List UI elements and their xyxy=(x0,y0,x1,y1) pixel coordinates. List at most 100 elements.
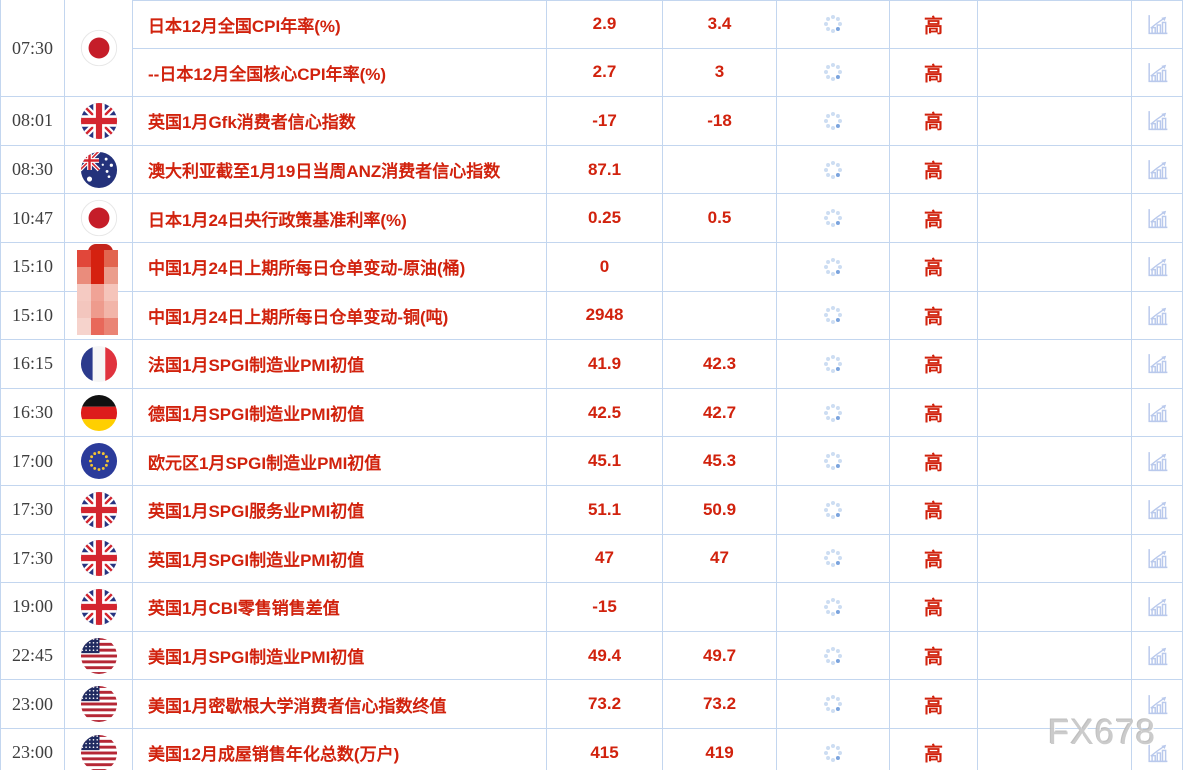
flag-cell xyxy=(65,534,133,584)
importance-badge: 高 xyxy=(890,631,978,681)
forecast-value xyxy=(663,291,777,341)
revised-value-cell xyxy=(978,145,1132,195)
previous-value: 47 xyxy=(547,534,663,584)
previous-value: 45.1 xyxy=(547,437,663,486)
revised-value-cell xyxy=(978,242,1132,292)
event-title-text: 美国12月成屋销售年化总数(万户) xyxy=(148,745,400,765)
open-chart-icon[interactable] xyxy=(1145,206,1170,231)
open-chart-icon[interactable] xyxy=(1145,692,1170,717)
us-flag-icon xyxy=(80,734,118,770)
revised-value-cell xyxy=(978,48,1132,98)
importance-badge: 高 xyxy=(890,291,978,341)
event-title: 美国12月成屋销售年化总数(万户) xyxy=(133,728,547,770)
previous-value: 87.1 xyxy=(547,145,663,195)
event-title: 德国1月SPGI制造业PMI初值 xyxy=(133,388,547,438)
event-title: 美国1月SPGI制造业PMI初值 xyxy=(133,631,547,681)
chart-cell xyxy=(1132,388,1183,438)
event-time: 16:15 xyxy=(1,340,65,389)
forecast-value: 47 xyxy=(663,534,777,584)
event-time: 23:00 xyxy=(1,728,65,770)
censor-block xyxy=(77,301,91,318)
event-time: 08:01 xyxy=(1,97,65,146)
event-title-text: 英国1月Gfk消费者信心指数 xyxy=(148,113,356,133)
previous-value: 0 xyxy=(547,242,663,292)
previous-value: 73.2 xyxy=(547,680,663,729)
loading-spinner-icon xyxy=(823,451,843,471)
open-chart-icon[interactable] xyxy=(1145,497,1170,522)
importance-badge: 高 xyxy=(890,728,978,770)
previous-value: 2.9 xyxy=(547,0,663,49)
event-title: 澳大利亚截至1月19日当周ANZ消费者信心指数 xyxy=(133,145,547,195)
previous-value: 49.4 xyxy=(547,631,663,681)
event-time: 07:30 xyxy=(1,0,65,98)
forecast-value: 3 xyxy=(663,48,777,98)
loading-spinner-icon xyxy=(823,111,843,131)
open-chart-icon[interactable] xyxy=(1145,303,1170,328)
actual-value-cell xyxy=(777,728,890,770)
revised-value-cell xyxy=(978,0,1132,49)
open-chart-icon[interactable] xyxy=(1145,643,1170,668)
actual-value-cell xyxy=(777,631,890,681)
flag-cell xyxy=(65,0,133,98)
open-chart-icon[interactable] xyxy=(1145,254,1170,279)
loading-spinner-icon xyxy=(823,62,843,82)
event-title: 英国1月SPGI服务业PMI初值 xyxy=(133,485,547,535)
open-chart-icon[interactable] xyxy=(1145,740,1170,765)
flag-cell xyxy=(65,145,133,195)
forecast-value: 42.3 xyxy=(663,340,777,389)
chart-cell xyxy=(1132,97,1183,146)
actual-value-cell xyxy=(777,194,890,243)
open-chart-icon[interactable] xyxy=(1145,449,1170,474)
revised-value-cell xyxy=(978,680,1132,729)
event-time: 15:10 xyxy=(1,242,65,292)
previous-value: 2.7 xyxy=(547,48,663,98)
event-time: 08:30 xyxy=(1,145,65,195)
germany-flag-icon xyxy=(80,394,118,432)
open-chart-icon[interactable] xyxy=(1145,108,1170,133)
event-title: 英国1月Gfk消费者信心指数 xyxy=(133,97,547,146)
importance-badge: 高 xyxy=(890,680,978,729)
revised-value-cell xyxy=(978,291,1132,341)
chart-cell xyxy=(1132,291,1183,341)
actual-value-cell xyxy=(777,680,890,729)
actual-value-cell xyxy=(777,97,890,146)
open-chart-icon[interactable] xyxy=(1145,157,1170,182)
importance-badge: 高 xyxy=(890,48,978,98)
open-chart-icon[interactable] xyxy=(1145,546,1170,571)
previous-value: 51.1 xyxy=(547,485,663,535)
flag-cell xyxy=(65,485,133,535)
censor-block xyxy=(90,284,105,301)
open-chart-icon[interactable] xyxy=(1145,400,1170,425)
china-flag-censored-icon xyxy=(88,244,113,252)
forecast-value: 42.7 xyxy=(663,388,777,438)
open-chart-icon[interactable] xyxy=(1145,12,1170,37)
chart-cell xyxy=(1132,0,1183,49)
loading-spinner-icon xyxy=(823,597,843,617)
event-time: 10:47 xyxy=(1,194,65,243)
loading-spinner-icon xyxy=(823,694,843,714)
previous-value: -17 xyxy=(547,97,663,146)
japan-flag-icon xyxy=(80,29,118,67)
event-title-text: 日本12月全国CPI年率(%) xyxy=(148,16,341,36)
revised-value-cell xyxy=(978,485,1132,535)
us-flag-icon xyxy=(80,685,118,723)
japan-flag-icon xyxy=(80,199,118,237)
censor-block xyxy=(77,318,91,335)
forecast-value xyxy=(663,583,777,632)
revised-value-cell xyxy=(978,728,1132,770)
event-title-text: 法国1月SPGI制造业PMI初值 xyxy=(148,356,365,376)
open-chart-icon[interactable] xyxy=(1145,351,1170,376)
uk-flag-icon xyxy=(80,102,118,140)
censor-block xyxy=(104,284,118,301)
importance-badge: 高 xyxy=(890,485,978,535)
event-title-text: 英国1月SPGI服务业PMI初值 xyxy=(148,502,365,522)
loading-spinner-icon xyxy=(823,354,843,374)
loading-spinner-icon xyxy=(823,646,843,666)
open-chart-icon[interactable] xyxy=(1145,60,1170,85)
flag-cell xyxy=(65,631,133,681)
open-chart-icon[interactable] xyxy=(1145,594,1170,619)
forecast-value: -18 xyxy=(663,97,777,146)
revised-value-cell xyxy=(978,437,1132,486)
uk-flag-icon xyxy=(80,539,118,577)
loading-spinner-icon xyxy=(823,305,843,325)
